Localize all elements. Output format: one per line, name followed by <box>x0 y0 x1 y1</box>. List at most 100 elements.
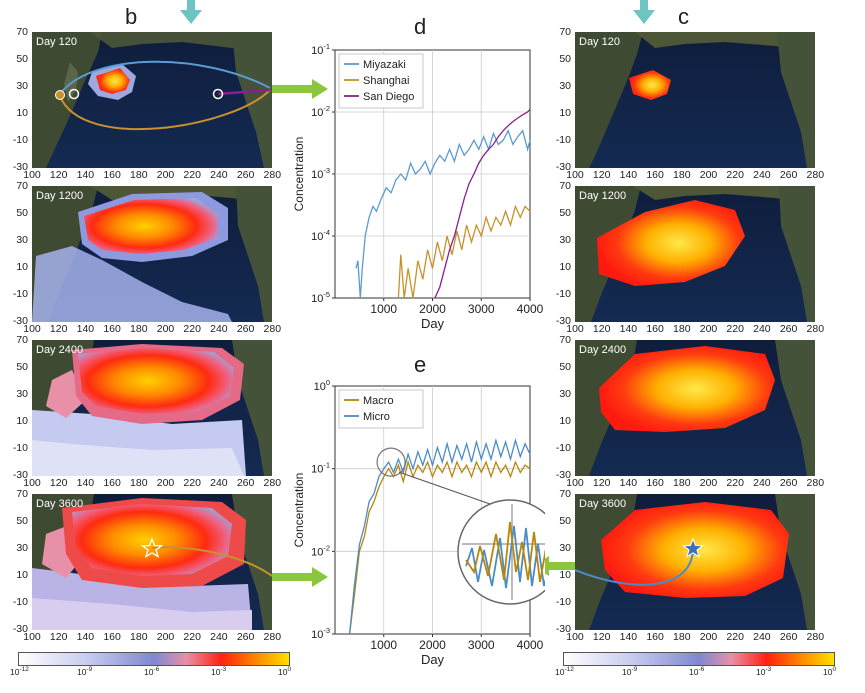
map-x-tick: 100 <box>566 477 584 489</box>
map-x-tick: 280 <box>806 169 825 181</box>
map-x-tick: 260 <box>779 477 798 489</box>
map-x-tick: 200 <box>699 323 718 335</box>
map-y-tick: 30 <box>16 80 28 92</box>
y-tick-label: 10-1 <box>311 42 330 57</box>
day-label: Day 1200 <box>579 190 627 202</box>
map-x-tick: 140 <box>619 323 638 335</box>
series-line-micro <box>348 438 531 635</box>
map-b-day-3600: Day 3600 <box>32 494 272 630</box>
map-x-tick: 160 <box>646 323 664 335</box>
legend-label: Shanghai <box>363 75 410 87</box>
y-tick-label: 10-3 <box>311 166 330 181</box>
map-x-tick: 180 <box>673 169 691 181</box>
y-tick-exp: -2 <box>323 104 330 113</box>
map-x-tick: 240 <box>753 477 771 489</box>
y-tick-exp: -5 <box>323 290 330 299</box>
colorbar-tick: 10-12 <box>10 666 29 677</box>
map-x-tick: 120 <box>49 477 68 489</box>
map-x-tick: 140 <box>619 169 638 181</box>
map-b-day-2400: Day 2400 <box>32 340 272 476</box>
map-y-tick: -30 <box>555 469 571 481</box>
map-x-tick: 200 <box>156 631 175 643</box>
map-y-tick: 10 <box>16 415 28 427</box>
map-y-tick: 10 <box>16 107 28 119</box>
green-arrow-b-to-e <box>272 567 328 587</box>
panel-label-e: e <box>414 352 427 377</box>
map-x-tick: 220 <box>183 323 201 335</box>
map-x-tick: 160 <box>103 169 121 181</box>
x-tick-label: 4000 <box>517 302 544 316</box>
colorbar-tick: 10-9 <box>77 666 93 677</box>
x-tick-label: 4000 <box>517 638 544 652</box>
map-y-tick: -30 <box>12 315 28 327</box>
map-x-tick: 100 <box>566 169 584 181</box>
colorbar-tick: 10-12 <box>555 666 574 677</box>
y-tick-label: 10-5 <box>311 290 330 305</box>
map-x-tick: 240 <box>210 631 228 643</box>
map-x-tick: 100 <box>23 477 41 489</box>
map-x-tick: 200 <box>156 169 175 181</box>
map-x-tick: 200 <box>156 323 175 335</box>
map-x-tick: 160 <box>103 323 121 335</box>
legend-label: Micro <box>363 411 390 423</box>
teal-down-arrow-c <box>633 0 655 24</box>
map-y-tick: 10 <box>16 261 28 273</box>
chart-e-svg: 100 10-1 10-2 10-3 1000 2000 3000 4000 Day Concen… <box>292 378 563 667</box>
map-x-tick: 140 <box>619 631 638 643</box>
map-y-tick: 10 <box>559 261 571 273</box>
day-label: Day 1200 <box>36 190 84 202</box>
map-x-tick: 160 <box>103 477 121 489</box>
map-x-tick: 180 <box>130 631 148 643</box>
map-x-tick: 240 <box>753 631 771 643</box>
map-x-tick: 260 <box>236 323 255 335</box>
y-tick-exp: -3 <box>323 626 330 635</box>
panel-label-c: c <box>678 4 689 29</box>
map-y-tick: -10 <box>555 288 571 300</box>
map-y-tick: 50 <box>559 515 571 527</box>
colorbar-tick: 100 <box>823 666 837 677</box>
map-y-tick: -30 <box>12 623 28 635</box>
series-line-shanghai <box>397 204 531 299</box>
map-x-tick: 240 <box>210 477 228 489</box>
map-x-tick: 200 <box>699 169 718 181</box>
map-x-tick: 220 <box>183 477 201 489</box>
series-line-miyazaki <box>355 129 531 299</box>
y-tick-exp: -1 <box>323 461 330 470</box>
map-x-tick: 260 <box>236 169 255 181</box>
zoom-series-macro <box>465 521 553 583</box>
map-y-tick: -10 <box>12 442 28 454</box>
map-x-tick: 220 <box>183 169 201 181</box>
map-y-tick: 30 <box>16 234 28 246</box>
map-y-tick: 70 <box>559 488 571 500</box>
map-x-tick: 220 <box>726 477 744 489</box>
map-x-tick: 100 <box>566 323 584 335</box>
y-tick-exp: 0 <box>326 378 330 387</box>
map-y-tick: 10 <box>559 569 571 581</box>
map-y-tick: 30 <box>559 234 571 246</box>
map-y-tick: 70 <box>16 488 28 500</box>
map-x-tick: 180 <box>673 477 691 489</box>
map-x-tick: 120 <box>592 477 611 489</box>
legend: Macro Micro <box>338 389 424 429</box>
map-x-tick: 220 <box>183 631 201 643</box>
map-y-tick: -30 <box>12 161 28 173</box>
map-x-tick: 160 <box>646 169 664 181</box>
map-x-tick: 260 <box>779 323 798 335</box>
map-x-tick: 260 <box>236 631 255 643</box>
y-axis-label: Concentration <box>292 137 306 212</box>
map-y-tick: -30 <box>12 469 28 481</box>
y-tick-exp: -1 <box>323 42 330 51</box>
map-x-tick: 100 <box>23 169 41 181</box>
series-line-san-diego <box>434 108 531 299</box>
map-x-tick: 180 <box>130 323 148 335</box>
colorbar-tick: 10-6 <box>689 666 705 677</box>
y-tick-label: 100 <box>314 378 330 393</box>
map-x-tick: 260 <box>236 477 255 489</box>
zoom-connector <box>398 471 491 505</box>
map-y-tick: 30 <box>16 388 28 400</box>
legend-box <box>338 389 424 429</box>
map-x-tick: 240 <box>210 169 228 181</box>
map-y-tick: -10 <box>12 596 28 608</box>
map-y-tick: 30 <box>559 542 571 554</box>
y-axis-label: Concentration <box>292 473 306 548</box>
